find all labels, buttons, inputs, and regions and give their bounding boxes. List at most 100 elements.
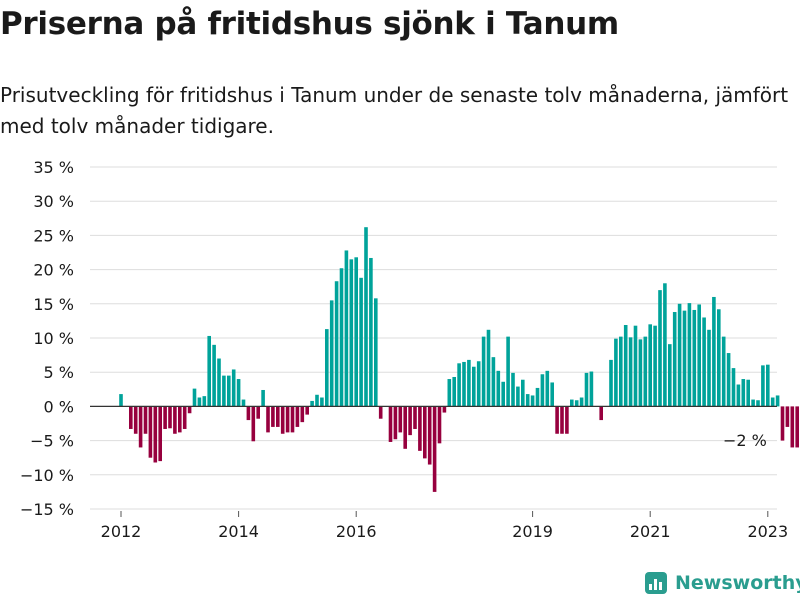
bar (481, 336, 486, 407)
bar (653, 325, 657, 407)
bar (256, 406, 260, 419)
bar (761, 365, 765, 407)
bar (467, 359, 471, 407)
bar (702, 317, 706, 407)
bar (364, 227, 368, 407)
y-tick-label: 15 % (33, 295, 74, 314)
bar (589, 371, 594, 407)
bar (790, 406, 795, 448)
bar (555, 406, 559, 434)
bar (780, 406, 785, 441)
bar (452, 376, 456, 407)
bar (565, 406, 569, 434)
bar (717, 309, 721, 407)
bar (427, 406, 432, 465)
bar (599, 406, 603, 421)
chart-subtitle: Prisutveckling för fritidshus i Tanum un… (0, 83, 789, 138)
bar (285, 406, 290, 433)
bar (609, 359, 613, 407)
bar (638, 339, 643, 407)
bar (398, 406, 403, 433)
bar (133, 406, 138, 434)
bar (746, 379, 750, 407)
bar (187, 406, 192, 414)
bar (496, 370, 501, 407)
bar (207, 335, 211, 407)
bar (310, 400, 314, 407)
bar (476, 361, 481, 407)
x-tick-label: 2021 (630, 522, 671, 541)
bar (486, 329, 491, 407)
bar (785, 406, 790, 427)
bar (413, 406, 417, 429)
bar (623, 325, 628, 407)
bar (736, 384, 741, 407)
bar (697, 304, 701, 407)
bar (158, 406, 162, 462)
bar (334, 281, 339, 407)
bar (707, 329, 711, 407)
bar (222, 375, 226, 407)
bar (540, 374, 545, 407)
bar (756, 400, 760, 407)
bar (751, 399, 755, 407)
bar (447, 379, 452, 407)
bar (462, 361, 466, 407)
bar (178, 406, 182, 433)
x-tick-label: 2016 (336, 522, 377, 541)
bar (506, 336, 510, 407)
bar (388, 406, 393, 442)
bar (325, 329, 329, 407)
y-tick-label: −10 % (20, 466, 74, 485)
bar (143, 406, 148, 434)
y-tick-label: 25 % (33, 226, 74, 245)
bar (741, 379, 746, 407)
bar (560, 406, 564, 434)
bar (574, 400, 579, 407)
y-tick-label: 10 % (33, 329, 74, 348)
bar (290, 406, 295, 433)
bar (192, 388, 197, 407)
bar (432, 406, 437, 492)
bar (197, 397, 202, 407)
y-tick-label: 35 % (33, 158, 74, 177)
bar (359, 277, 363, 407)
bar (393, 406, 398, 440)
bar (437, 406, 442, 444)
bar (217, 358, 221, 407)
last-value-label: −2 % (723, 431, 767, 450)
bar (378, 406, 383, 419)
y-axis-ticks: 35 % 30 % 25 % 20 % 15 % 10 % 5 % 0 % −5 % −10 % −… (20, 158, 74, 519)
bar (472, 366, 476, 407)
bar (795, 406, 799, 448)
bars (90, 227, 799, 492)
bar (418, 406, 422, 451)
bar (663, 283, 667, 407)
y-tick-label: 30 % (33, 192, 74, 211)
bar (271, 406, 275, 427)
bar (731, 368, 736, 407)
bar (525, 394, 530, 407)
bar (153, 406, 158, 463)
bar (168, 406, 172, 429)
x-axis-ticks: 2012201420162019202120232025 (101, 511, 788, 541)
bar (712, 296, 716, 407)
bar (339, 268, 344, 407)
y-tick-label: 5 % (44, 363, 74, 382)
bar (280, 406, 285, 434)
bar (628, 337, 633, 407)
bar (266, 406, 270, 433)
bar (148, 406, 153, 458)
bar (236, 379, 241, 407)
bar (403, 406, 407, 449)
bar (202, 396, 207, 407)
bar (672, 312, 677, 407)
bar (212, 344, 216, 407)
bar (511, 372, 515, 407)
bar (129, 406, 133, 429)
chart-title: Priserna på fritidshus sjönk i Tanum (0, 6, 619, 42)
bar (329, 300, 334, 407)
x-tick-label: 2023 (747, 522, 788, 541)
bar (138, 406, 143, 448)
